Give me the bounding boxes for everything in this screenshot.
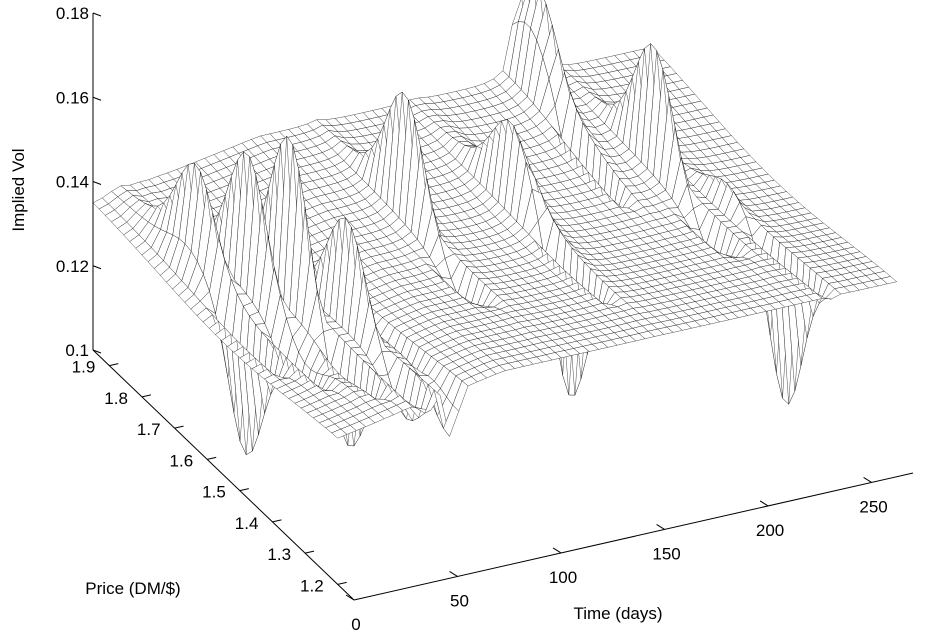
y-tick-label: 1.3: [267, 545, 291, 564]
y-tick-mark: [337, 581, 347, 585]
y-tick-mark: [304, 550, 315, 554]
y-tick-mark: [272, 519, 282, 523]
y-tick-mark: [174, 425, 184, 429]
y-tick-label: 1.8: [104, 389, 128, 408]
surface-patch: [511, 0, 525, 25]
x-tick-label: 50: [450, 591, 469, 610]
z-tick-label: 0.12: [56, 257, 89, 276]
y-tick-label: 1.2: [300, 576, 324, 595]
x-tick-mark: [449, 571, 458, 577]
y-tick-mark: [239, 488, 249, 492]
z-tick-mark: [92, 349, 102, 354]
x-tick-mark: [759, 500, 769, 507]
z-tick-mark: [92, 181, 102, 185]
z-tick-label: 0.16: [56, 88, 89, 107]
x-tick-mark: [863, 476, 872, 483]
z-tick-mark: [92, 96, 102, 101]
x-tick-mark: [552, 547, 562, 554]
y-tick-label: 1.4: [235, 514, 259, 533]
z-tick-label: 0.1: [65, 341, 89, 360]
z-tick-label: 0.14: [56, 173, 89, 192]
x-tick-mark: [345, 594, 355, 601]
surface-patch: [518, 0, 531, 23]
y-tick-label: 1.9: [72, 358, 96, 377]
x-tick-label: 250: [859, 497, 887, 516]
y-tick-label: 1.6: [170, 451, 194, 470]
y-tick-label: 1.5: [202, 483, 226, 502]
tick-marks: [92, 12, 872, 601]
x-axis-label: Time (days): [573, 604, 662, 623]
z-tick-label: 0.18: [56, 4, 89, 23]
y-axis-label: Price (DM/$): [85, 579, 180, 598]
y-tick-label: 1.7: [137, 420, 161, 439]
y-tick-mark: [207, 456, 217, 460]
z-tick-mark: [92, 12, 102, 17]
x-axis-line: [353, 472, 914, 601]
x-tick-label: 100: [549, 568, 577, 587]
x-tick-label: 200: [756, 521, 784, 540]
surface-patch: [880, 276, 898, 284]
surface-mesh: [92, 0, 898, 456]
x-tick-label: 0: [351, 615, 360, 634]
tick-labels: 0.1 0.12 0.14 0.16 0.18 1.2 1.3 1.4 1.5 1.6 1.7 1.8…: [56, 4, 888, 634]
z-axis-label: Implied Vol: [9, 148, 28, 231]
y-axis-line: [92, 349, 355, 601]
z-tick-mark: [92, 265, 102, 270]
y-tick-mark: [109, 363, 119, 367]
x-tick-label: 150: [652, 544, 680, 563]
x-tick-mark: [656, 524, 665, 530]
y-tick-mark: [141, 394, 152, 398]
